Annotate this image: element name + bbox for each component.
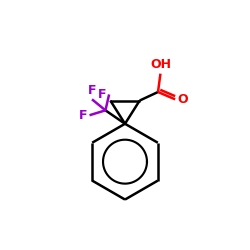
Text: F: F: [78, 109, 87, 122]
Text: O: O: [177, 93, 188, 106]
Text: F: F: [98, 88, 107, 101]
Text: F: F: [88, 84, 96, 97]
Text: OH: OH: [150, 58, 171, 71]
